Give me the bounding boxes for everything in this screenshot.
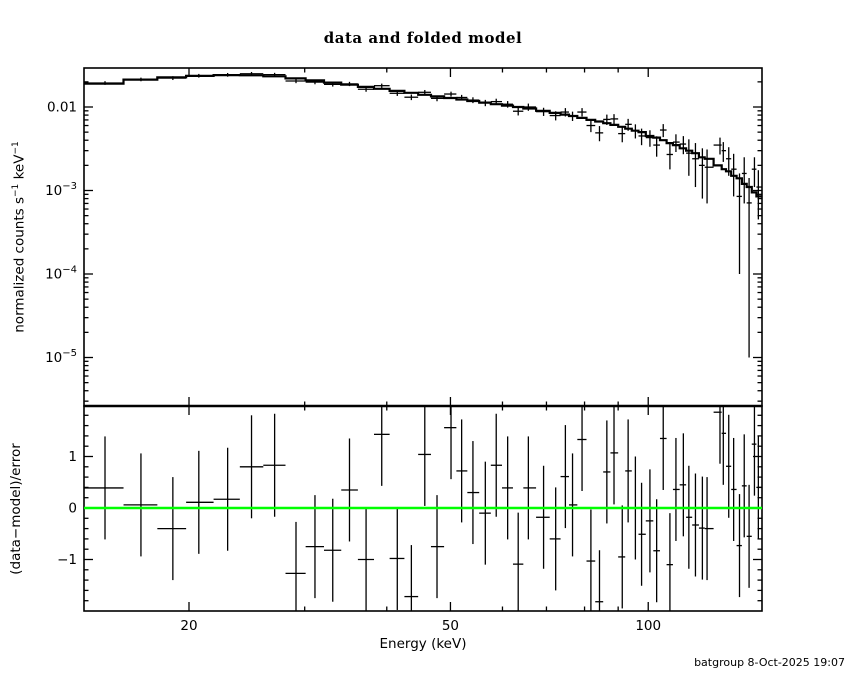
svg-text:0.01: 0.01 (47, 100, 77, 116)
y-axis-label-top-text: keV (11, 154, 28, 184)
svg-text:20: 20 (180, 618, 197, 634)
svg-text:100: 100 (635, 618, 661, 634)
y-axis-label-top: normalized counts s−1 keV−1 (8, 87, 28, 387)
y-axis-label-bottom: (data−model)/error (8, 359, 24, 659)
footer-credit: batgroup 8-Oct-2025 19:07 (694, 656, 845, 669)
plot-title: data and folded model (323, 29, 523, 47)
svg-text:10−5: 10−5 (45, 348, 77, 366)
svg-text:10−4: 10−4 (45, 265, 77, 283)
y-axis-label-bottom-text: (data−model)/error (8, 443, 24, 575)
svg-text:50: 50 (442, 618, 459, 634)
svg-text:1: 1 (68, 449, 77, 465)
superscript: −1 (11, 183, 21, 197)
svg-text:10−3: 10−3 (45, 181, 77, 199)
svg-text:0: 0 (68, 501, 77, 517)
superscript: −1 (11, 141, 21, 155)
x-axis-label: Energy (keV) (379, 636, 467, 652)
svg-text:−1: −1 (57, 552, 77, 568)
y-axis-label-top-text: normalized counts s (11, 196, 28, 333)
